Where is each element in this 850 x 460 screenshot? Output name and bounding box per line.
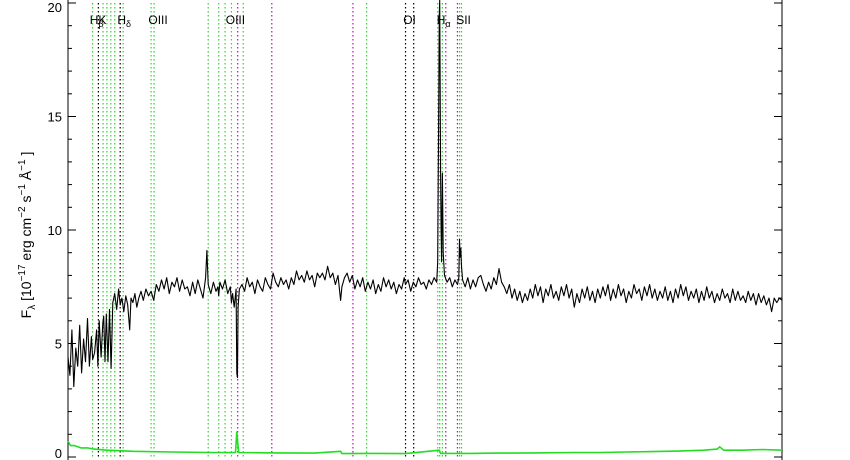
line-label: OIII [148, 13, 167, 27]
line-labels: K Hδ OIII OIII OI Hα SII Hβ [90, 13, 471, 29]
y-axis-ticks: 0 5 10 15 20 [48, 0, 782, 460]
y-tick-label: 0 [55, 446, 62, 460]
spectrum-series [67, 0, 783, 455]
line-label: OIII [226, 13, 245, 27]
line-label: SII [456, 13, 471, 27]
line-label: Hα [437, 13, 451, 29]
y-tick-label: 5 [55, 337, 62, 352]
line-label: K [98, 13, 106, 27]
reference-lines [91, 3, 463, 457]
plot-frame [67, 0, 783, 460]
y-axis-label: Fλ [10−17 erg cm−2 s−1 Å−1 ] [17, 152, 38, 319]
line-label: OI [403, 13, 416, 27]
error-series-line [67, 431, 783, 455]
y-tick-label: 10 [48, 223, 62, 238]
y-tick-label: 20 [48, 0, 62, 15]
line-label: Hδ [117, 13, 131, 29]
y-tick-label: 15 [48, 110, 62, 125]
line-label: Hβ [90, 13, 104, 29]
flux-series-line [67, 0, 783, 388]
